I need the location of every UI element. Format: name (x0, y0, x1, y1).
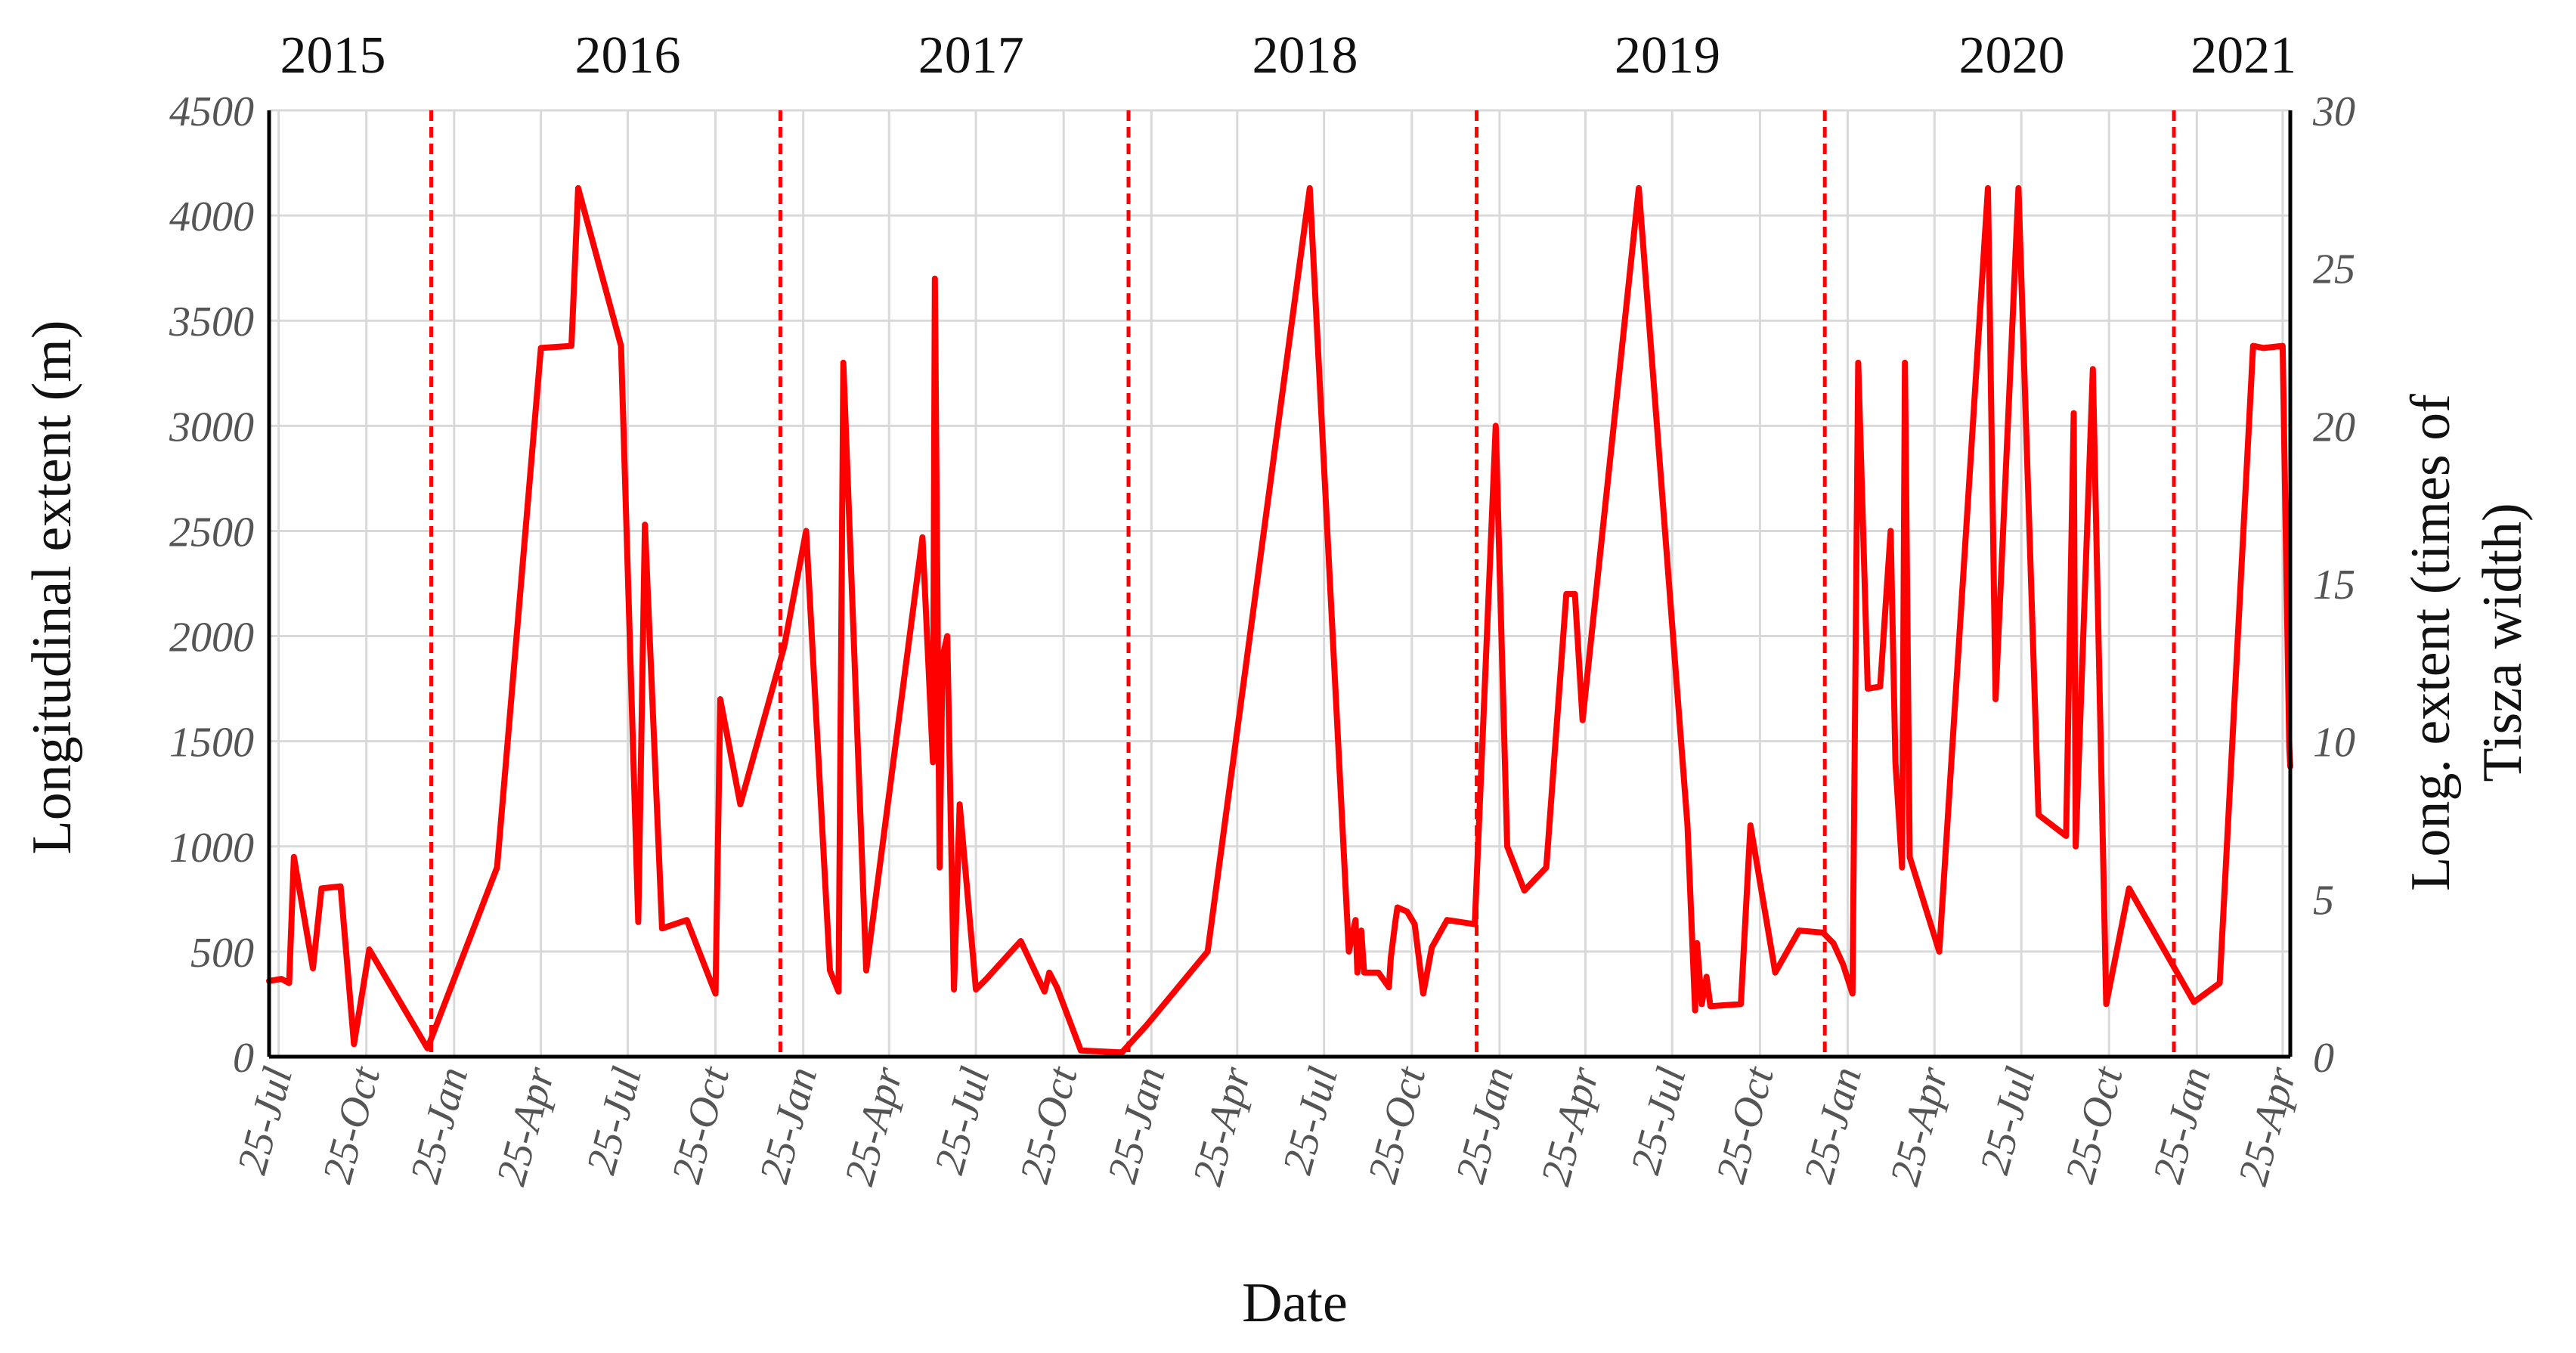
x-tick-label: 25-Apr (1532, 1062, 1608, 1190)
y2-tick-label: 0 (2313, 1035, 2334, 1082)
y-axis-title: Longitudinal extent (m) (21, 320, 83, 855)
y2-tick-label: 15 (2313, 562, 2355, 608)
x-tick-label: 25-Jan (401, 1062, 477, 1187)
x-tick-label: 25-Jul (926, 1062, 999, 1178)
x-tick-label: 25-Jan (2144, 1062, 2220, 1187)
y-tick-label: 0 (233, 1035, 254, 1082)
y-tick-label: 1500 (169, 720, 254, 766)
x-tick-label: 25-Oct (663, 1061, 739, 1188)
y2-axis-title-line2: Tisza width) (2472, 503, 2534, 782)
y2-tick-label: 10 (2313, 720, 2355, 766)
year-label: 2016 (574, 26, 680, 85)
y-tick-label: 500 (190, 930, 254, 977)
x-tick-label: 25-Jul (1622, 1062, 1695, 1178)
y2-tick-label: 5 (2313, 877, 2334, 924)
x-tick-label: 25-Oct (1708, 1061, 1784, 1188)
x-tick-label: 25-Jan (1795, 1062, 1871, 1187)
y-axis-ticks: 0 500 1000 1500 2000 2500 3000 3500 4000 4500 (169, 88, 254, 1082)
year-label: 2019 (1615, 26, 1720, 85)
x-tick-label: 25-Oct (314, 1061, 390, 1188)
x-tick-label: 25-Oct (2057, 1061, 2133, 1188)
x-tick-label: 25-Apr (1881, 1062, 1958, 1190)
x-tick-label: 25-Jul (577, 1062, 651, 1178)
x-tick-label: 25-Apr (2230, 1062, 2306, 1190)
y-tick-label: 1000 (169, 825, 254, 872)
x-tick-label: 25-Jul (1971, 1062, 2045, 1178)
x-tick-label: 25-Apr (488, 1062, 564, 1190)
year-label: 2020 (1959, 26, 2065, 85)
y2-tick-label: 20 (2313, 404, 2355, 450)
series-layer (266, 184, 2293, 1056)
y-tick-label: 4000 (169, 194, 254, 240)
x-tick-label: 25-Oct (1011, 1061, 1088, 1188)
x-tick-label: 25-Apr (836, 1062, 912, 1190)
x-tick-label: 25-Oct (1359, 1061, 1435, 1188)
y-tick-label: 3000 (169, 404, 254, 450)
y2-tick-label: 30 (2312, 88, 2355, 135)
year-label: 2021 (2191, 26, 2296, 85)
year-label: 2017 (918, 26, 1024, 85)
x-tick-label: 25-Jan (1099, 1062, 1175, 1187)
series-line (266, 184, 2293, 1056)
year-label: 2015 (280, 26, 386, 85)
year-labels: 2015 2016 2017 2018 2019 2020 2021 (280, 26, 2297, 85)
x-tick-label: 25-Jan (751, 1062, 826, 1187)
x-axis-title: Date (1242, 1272, 1348, 1334)
x-tick-label: 25-Jan (1447, 1062, 1522, 1187)
x-tick-label: 25-Apr (1184, 1062, 1260, 1190)
y2-axis-title-line1: Long. extent (times of (2400, 394, 2462, 891)
y-tick-label: 2000 (169, 615, 254, 661)
x-tick-label: 25-Jul (1274, 1062, 1347, 1178)
y-tick-label: 3500 (169, 299, 254, 345)
plot-frame (267, 110, 2293, 1059)
y-tick-label: 2500 (169, 509, 254, 556)
y-tick-label: 4500 (169, 88, 254, 135)
y2-axis-ticks: 0 5 10 15 20 25 30 (2312, 88, 2355, 1082)
year-label: 2018 (1252, 26, 1358, 85)
y2-tick-label: 25 (2313, 246, 2355, 293)
x-axis-ticks: 25-Jul 25-Oct 25-Jan 25-Apr 25-Jul 25-Oct 25-J… (228, 1061, 2305, 1190)
